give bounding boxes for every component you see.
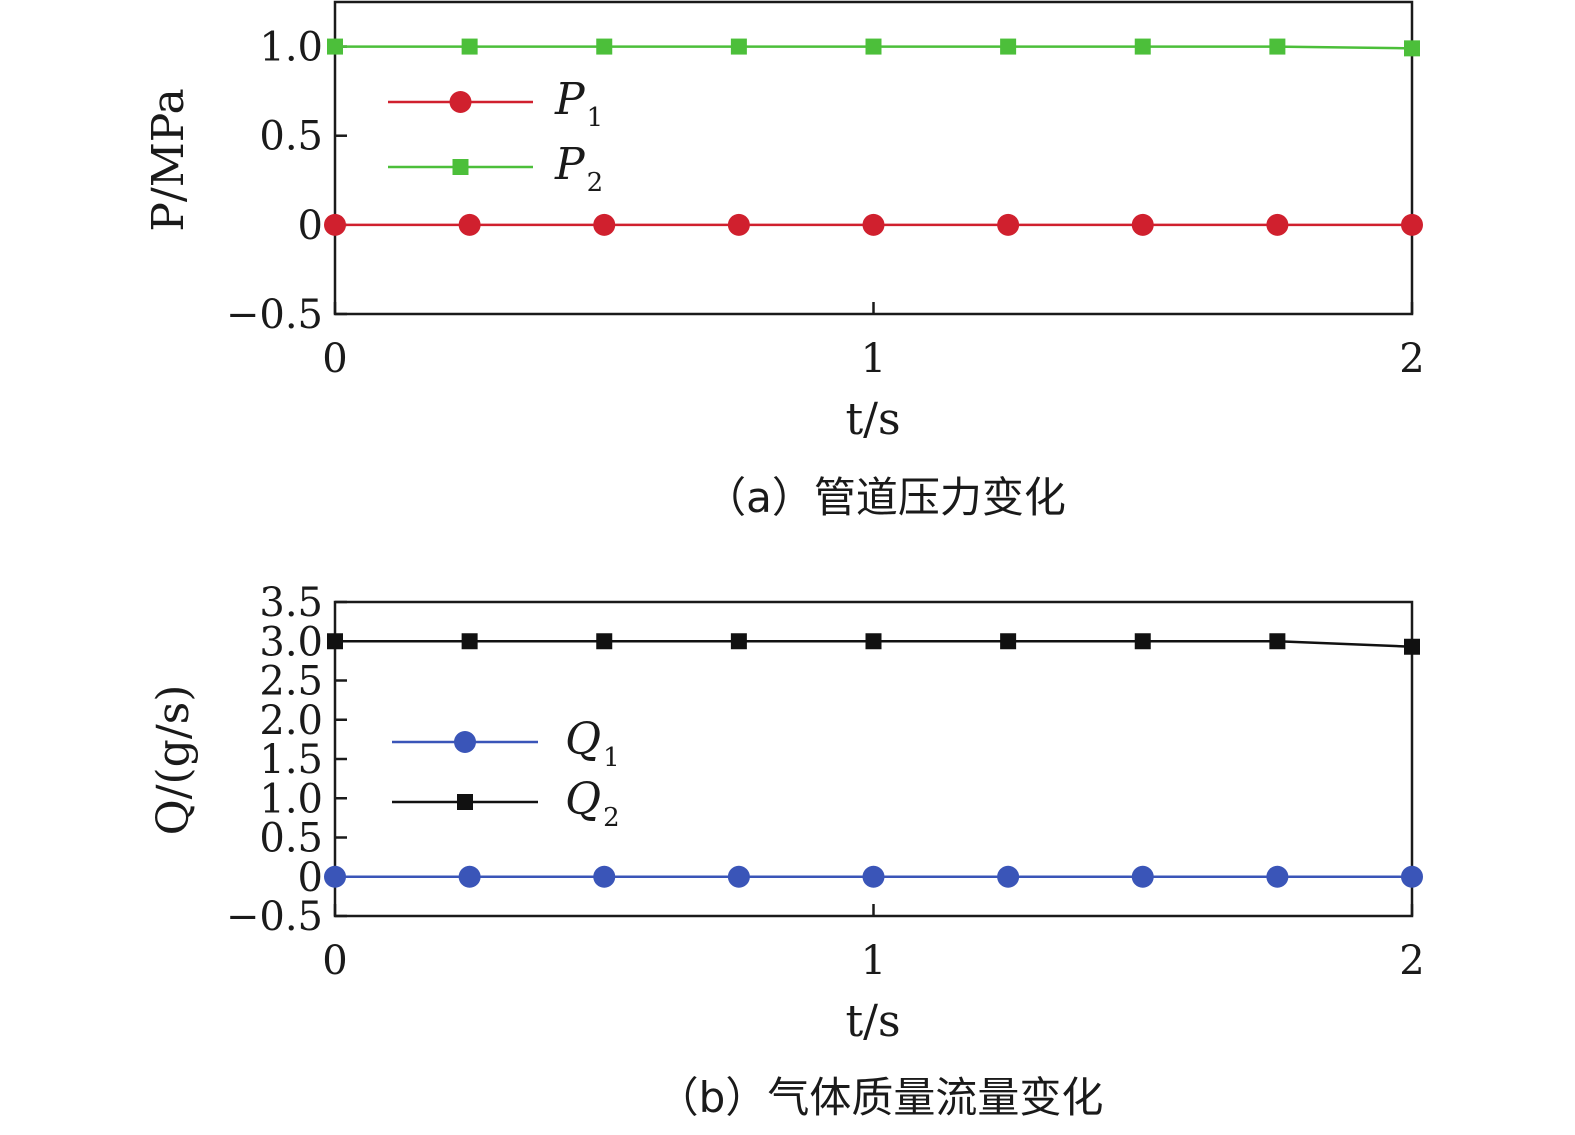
legend-label-subscript: 1: [603, 743, 620, 773]
data-point-Q2: [865, 633, 882, 650]
x-tick-label: 1: [861, 336, 886, 382]
caption-pressure: （a）管道压力变化: [704, 473, 1066, 522]
data-point-P1: [862, 213, 885, 236]
y-tick-label: 2.5: [259, 659, 323, 705]
series-pressure: [324, 38, 1423, 236]
legend-entry-P1: P1: [388, 74, 603, 133]
y-tick-label: 0.5: [259, 114, 323, 160]
legend-label-main: P: [554, 74, 586, 125]
legend-swatch-marker: [449, 91, 472, 113]
legend-label: P1: [554, 74, 603, 133]
legend-label-subscript: 1: [587, 103, 604, 133]
y-tick-label: 1.0: [259, 776, 323, 822]
data-point-Q2: [327, 633, 343, 650]
data-point-Q2: [1269, 633, 1286, 650]
legend-label: Q1: [565, 714, 620, 773]
legend-swatch-marker: [454, 731, 476, 753]
legend-entry-Q1: Q1: [392, 714, 620, 773]
data-point-Q2: [730, 633, 747, 650]
legend-label-main: Q: [565, 714, 601, 765]
data-point-Q1: [862, 865, 885, 888]
data-point-Q1: [458, 865, 481, 888]
data-point-P2: [1134, 38, 1151, 55]
data-point-Q2: [596, 633, 613, 650]
x-axis-label-pressure: t/s: [845, 394, 900, 445]
y-axis-label-mass-flow: Q/(g/s): [148, 685, 199, 836]
data-point-P2: [327, 38, 343, 55]
y-tick-label: 0.5: [259, 816, 323, 862]
data-point-Q1: [727, 865, 750, 888]
legend-label: Q2: [565, 774, 620, 833]
data-point-P2: [1000, 38, 1017, 55]
data-point-Q2: [1134, 633, 1151, 650]
y-tick-label: 2.0: [259, 698, 323, 744]
data-point-P2: [730, 38, 747, 55]
legend-swatch-marker: [457, 794, 473, 810]
legend-entry-Q2: Q2: [392, 774, 620, 833]
x-axis-label-mass-flow: t/s: [845, 996, 900, 1047]
y-tick-label: 1.0: [259, 25, 323, 71]
legend-swatch-marker: [452, 159, 469, 175]
x-tick-label: 2: [1399, 336, 1424, 382]
legend-entry-P2: P2: [388, 139, 603, 198]
y-tick-label: 3.5: [259, 580, 323, 626]
data-point-P2: [1404, 40, 1420, 57]
data-point-P1: [997, 213, 1020, 236]
data-point-P2: [461, 38, 478, 55]
y-tick-label: −0.5: [226, 894, 323, 940]
data-point-P2: [865, 38, 882, 55]
y-tick-label: 0: [298, 203, 323, 249]
data-point-P1: [727, 213, 750, 236]
data-point-P1: [1266, 213, 1289, 236]
data-point-Q1: [1266, 865, 1289, 888]
legend-label-subscript: 2: [603, 803, 620, 833]
y-axis-label-pressure: P/MPa: [143, 88, 194, 231]
y-tick-label: 3.0: [259, 619, 323, 665]
x-tick-label: 2: [1399, 938, 1424, 984]
data-point-Q1: [997, 865, 1020, 888]
data-point-P2: [596, 38, 613, 55]
y-tick-label: −0.5: [226, 292, 323, 338]
ticks-pressure: 1.00.50−0.50 1 2: [226, 25, 1425, 382]
legend-label-main: Q: [565, 774, 601, 825]
data-point-Q2: [461, 633, 478, 650]
x-tick-label: 0: [322, 938, 347, 984]
data-point-Q2: [1000, 633, 1017, 650]
data-point-Q1: [1131, 865, 1154, 888]
data-point-P1: [1401, 213, 1423, 236]
data-point-P2: [1269, 38, 1286, 55]
legend-label: P2: [554, 139, 603, 198]
caption-mass-flow: （b）气体质量流量变化: [657, 1073, 1104, 1122]
data-point-P1: [593, 213, 616, 236]
legend-label-subscript: 2: [587, 168, 604, 198]
data-point-Q1: [593, 865, 616, 888]
y-tick-label: 0: [298, 855, 323, 901]
data-point-P1: [1131, 213, 1154, 236]
ticks-mass-flow: 3.53.02.52.01.51.00.50−0.50 1 2: [226, 580, 1425, 984]
x-tick-label: 1: [861, 938, 886, 984]
legend-label-main: P: [554, 139, 586, 190]
data-point-Q1: [324, 865, 346, 888]
data-point-Q1: [1401, 865, 1423, 888]
data-point-P1: [324, 213, 346, 236]
series-mass-flow: [324, 633, 1423, 888]
x-tick-label: 0: [322, 336, 347, 382]
y-tick-label: 1.5: [259, 737, 323, 783]
data-point-P1: [458, 213, 481, 236]
data-point-Q2: [1404, 638, 1420, 655]
